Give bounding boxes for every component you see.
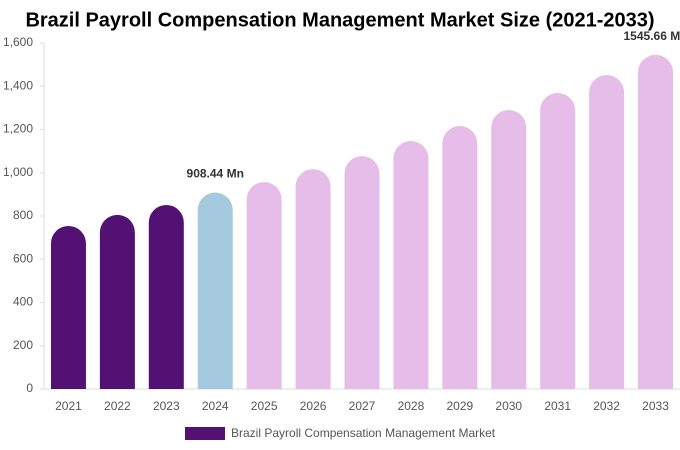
x-tick-label: 2033: [642, 399, 669, 413]
y-tick-label: 800: [13, 208, 33, 222]
bar: [99, 214, 135, 389]
y-tick-label: 400: [13, 295, 33, 309]
y-tick-label: 200: [13, 338, 33, 352]
bar: [295, 169, 331, 389]
x-tick-label: 2021: [55, 399, 82, 413]
y-tick-label: 1,600: [3, 35, 33, 49]
bar: [197, 192, 233, 389]
x-tick-label: 2032: [593, 399, 620, 413]
y-tick-label: 1,000: [3, 165, 33, 179]
x-tick-label: 2027: [349, 399, 376, 413]
y-tick-label: 600: [13, 251, 33, 265]
value-label: 1545.66 Mn: [624, 29, 680, 43]
bar: [148, 204, 184, 389]
bar: [638, 54, 674, 390]
legend-swatch: [185, 427, 225, 440]
bar: [589, 75, 625, 389]
x-tick-label: 2022: [104, 399, 131, 413]
y-tick-label: 0: [26, 381, 33, 395]
bar: [344, 156, 380, 389]
bar: [491, 110, 527, 389]
x-tick-label: 2024: [202, 399, 229, 413]
x-tick-label: 2023: [153, 399, 180, 413]
bar: [393, 140, 429, 389]
x-tick-label: 2031: [544, 399, 571, 413]
x-tick-label: 2028: [398, 399, 425, 413]
x-tick-label: 2029: [446, 399, 473, 413]
chart-title: Brazil Payroll Compensation Management M…: [25, 9, 654, 31]
x-tick-label: 2026: [300, 399, 327, 413]
bar: [50, 225, 86, 389]
bar: [442, 126, 478, 389]
value-label: 908.44 Mn: [187, 167, 244, 181]
y-tick-label: 1,400: [3, 78, 33, 92]
bar: [246, 182, 282, 389]
legend-label: Brazil Payroll Compensation Management M…: [231, 426, 496, 440]
bar: [540, 92, 576, 389]
x-tick-label: 2030: [495, 399, 522, 413]
x-tick-label: 2025: [251, 399, 278, 413]
y-tick-label: 1,200: [3, 122, 33, 136]
